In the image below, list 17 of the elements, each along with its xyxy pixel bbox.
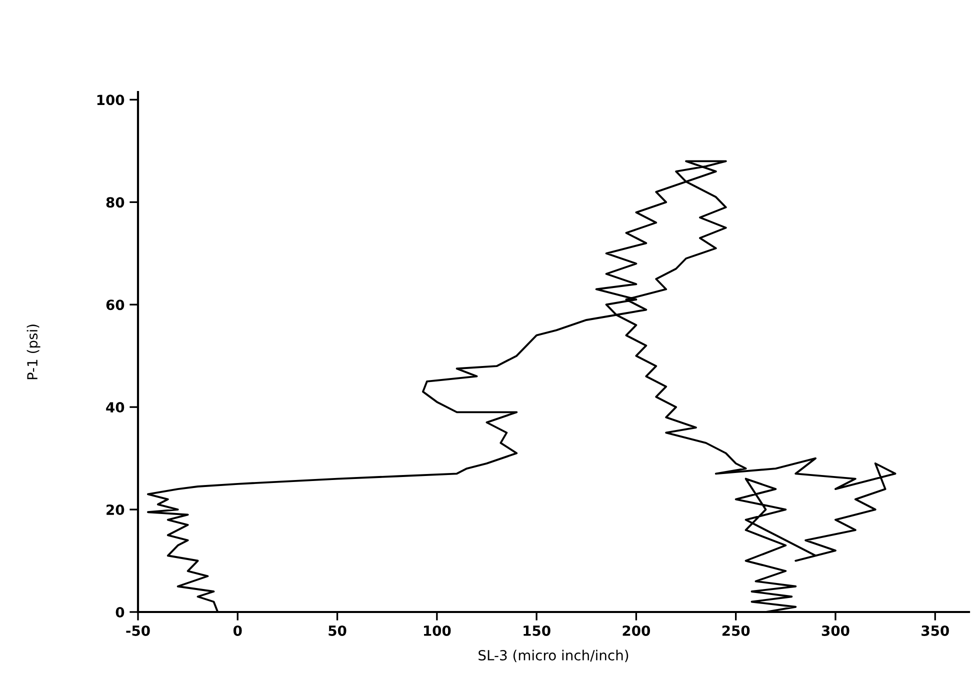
x-tick-label: 300 [822,625,850,636]
x-tick-label: 150 [524,625,550,636]
x-tick-label: 250 [722,625,750,636]
y-tick-label: 0 [116,606,124,618]
y-tick-label: 40 [106,402,124,413]
x-tick-label: -50 [126,625,150,636]
x-tick-label: 350 [922,625,949,636]
y-tick-label: 80 [106,197,124,208]
x-tick-label: 100 [424,625,451,636]
y-tick-label: 20 [106,504,124,516]
y-axis-title: P-1 (psi) [26,324,40,380]
x-tick-label: 0 [233,625,242,636]
x-tick-label: 200 [622,625,650,636]
x-axis-title: SL-3 (micro inch/inch) [478,650,628,662]
y-tick-label: 60 [106,300,124,310]
y-tick-label: 100 [97,94,124,106]
x-tick-label: 50 [328,625,346,636]
